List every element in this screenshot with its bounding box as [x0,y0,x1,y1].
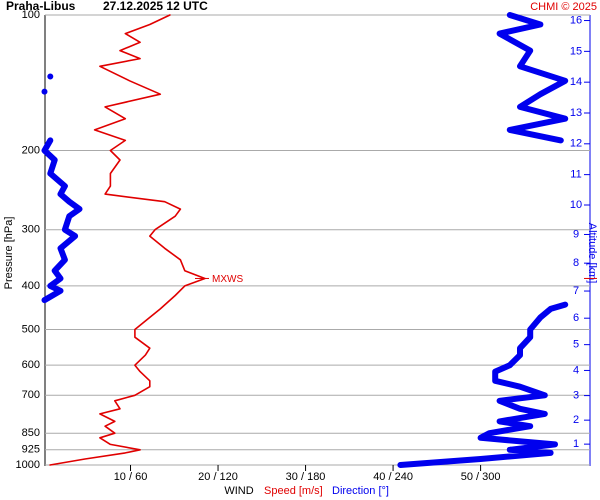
chart-subtitle: 27.12.2025 12 UTC [103,0,208,13]
chart-title: Praha-Libus [6,0,76,13]
y-tick-label: 925 [22,444,40,456]
y2-tick-label: 16 [570,14,582,26]
y-axis-title: Pressure [hPa] [3,217,15,290]
y-tick-label: 700 [22,389,40,401]
y2-tick-label: 15 [570,45,582,57]
x-tick-label: 40 / 240 [373,471,413,483]
y2-tick-label: 12 [570,138,582,150]
x-axis-title: WIND [224,485,253,497]
profile-line [41,12,569,468]
y2-tick-label: 4 [573,364,579,376]
y2-tick-label: 8 [573,257,579,269]
x-tick-label: 20 / 120 [198,471,238,483]
y-tick-label: 850 [22,427,40,439]
y2-tick-label: 3 [573,390,579,402]
y-tick-label: 500 [22,323,40,335]
y2-tick-label: 2 [573,414,579,426]
y-tick-label: 100 [22,9,40,21]
annotation-label: MXWS [212,274,243,285]
y2-tick-label: 9 [573,228,579,240]
y2-axis-title: Altitude [km] [586,223,598,284]
x-tick-label: 50 / 300 [461,471,501,483]
y2-tick-label: 5 [573,339,579,351]
credit: CHMI © 2025 [530,1,597,13]
x-tick-label: 10 / 60 [114,471,148,483]
y2-tick-label: 6 [573,312,579,324]
y2-tick-label: 11 [570,169,581,181]
y2-tick-label: 10 [570,199,582,211]
legend-label: Speed [m/s] [264,485,323,497]
y-tick-label: 200 [22,144,40,156]
y2-tick-label: 13 [570,107,582,119]
y-tick-label: 400 [22,280,40,292]
x-tick-label: 30 / 180 [286,471,326,483]
y-tick-label: 300 [22,224,40,236]
y-tick-label: 1000 [16,459,40,471]
y-tick-label: 600 [22,359,40,371]
legend-label: Direction [°] [332,485,389,497]
y2-tick-label: 14 [570,76,582,88]
y2-tick-label: 7 [573,285,579,297]
y2-tick-label: 1 [573,438,579,450]
profile-line [49,14,206,466]
